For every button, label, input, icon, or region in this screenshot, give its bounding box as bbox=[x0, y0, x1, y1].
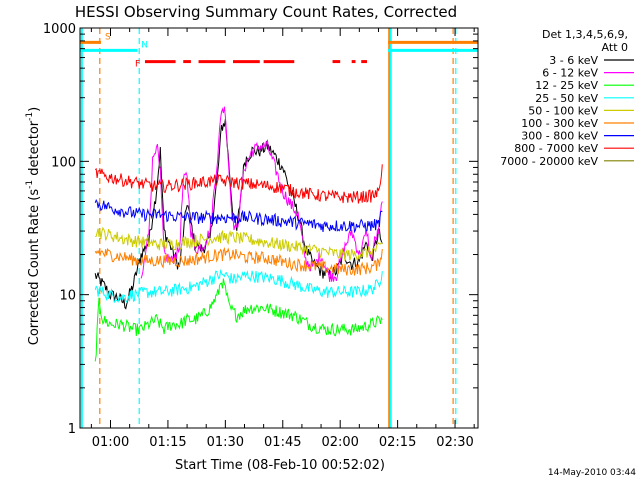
series-line-7 bbox=[94, 164, 383, 204]
series-line-2 bbox=[94, 278, 383, 362]
legend-label-3: 25 - 50 keV bbox=[535, 92, 598, 105]
y-tick-label-1: 10 bbox=[59, 289, 76, 304]
legend-header-line-1: Det 1,3,4,5,6,9, bbox=[542, 28, 628, 41]
legend-label-5: 100 - 300 keV bbox=[521, 117, 598, 130]
series-line-3 bbox=[94, 268, 383, 304]
series-layer bbox=[94, 106, 383, 362]
y-tick-label-2: 100 bbox=[51, 155, 76, 170]
chart-title: HESSI Observing Summary Count Rates, Cor… bbox=[75, 3, 457, 21]
legend-label-1: 6 - 12 keV bbox=[542, 67, 598, 80]
y-tick-label-0: 1 bbox=[68, 422, 76, 437]
y-axis-label: Corrected Count Rate (s-1 detector-1) bbox=[25, 107, 42, 345]
x-tick-label-1: 01:15 bbox=[149, 435, 186, 450]
x-tick-label-2: 01:30 bbox=[207, 435, 244, 450]
x-tick-label-0: 01:00 bbox=[92, 435, 129, 450]
flag-label-S: S bbox=[105, 32, 111, 42]
legend-label-8: 7000 - 20000 keV bbox=[500, 155, 598, 168]
series-line-5 bbox=[94, 246, 383, 276]
legend-label-0: 3 - 6 keV bbox=[549, 54, 598, 67]
x-tick-label-4: 02:00 bbox=[321, 435, 358, 450]
x-axis-label: Start Time (08-Feb-10 00:52:02) bbox=[175, 458, 385, 473]
legend-label-7: 800 - 7000 keV bbox=[514, 142, 598, 155]
vertical-markers bbox=[80, 28, 457, 428]
series-line-1 bbox=[140, 106, 383, 282]
legend-label-4: 50 - 100 keV bbox=[528, 104, 598, 117]
legend-label-2: 12 - 25 keV bbox=[535, 79, 598, 92]
flag-bars: S NF bbox=[80, 32, 478, 70]
x-tick-label-6: 02:30 bbox=[436, 435, 473, 450]
plot-frame bbox=[79, 27, 479, 429]
x-tick-label-5: 02:15 bbox=[379, 435, 416, 450]
x-tick-label-3: 01:45 bbox=[264, 435, 301, 450]
legend-header-line-2: Att 0 bbox=[602, 41, 628, 54]
series-line-6 bbox=[94, 199, 383, 234]
axes: 1 10 100 1000 01:00 01:15 01:30 01:45 02:00 02:15… bbox=[43, 22, 479, 450]
series-line-0 bbox=[94, 118, 383, 310]
y-tick-label-3: 1000 bbox=[43, 22, 76, 37]
series-line-4 bbox=[95, 226, 383, 261]
footer-timestamp: 14-May-2010 03:44 bbox=[548, 468, 636, 478]
legend-label-6: 300 - 800 keV bbox=[521, 130, 598, 143]
flag-label-F: F bbox=[135, 60, 140, 70]
flag-label-N: N bbox=[141, 40, 148, 50]
